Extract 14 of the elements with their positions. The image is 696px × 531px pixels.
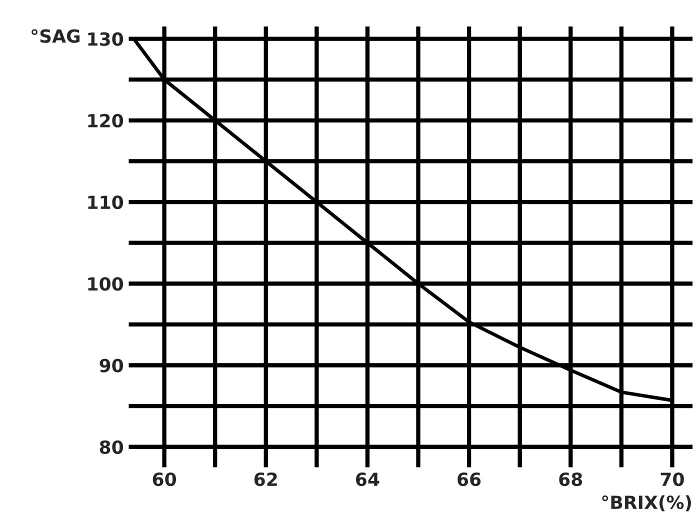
y-tick-label: 110	[88, 195, 124, 210]
y-tick-label: 120	[88, 114, 124, 128]
y-tick-label: 130	[88, 32, 124, 46]
x-tick-label: 68	[559, 472, 582, 486]
x-axis-title: °BRIX(%)	[602, 495, 691, 512]
x-tick-label: 60	[152, 472, 176, 486]
x-tick-label: 70	[660, 472, 684, 486]
y-tick-label: 100	[88, 277, 124, 291]
y-tick-label: 80	[100, 440, 124, 454]
y-axis-title: °SAG	[32, 29, 80, 43]
x-tick-label: 62	[254, 472, 277, 486]
y-tick-label: 90	[100, 358, 124, 372]
x-tick-label: 66	[458, 472, 481, 486]
x-tick-label: 64	[356, 472, 380, 486]
